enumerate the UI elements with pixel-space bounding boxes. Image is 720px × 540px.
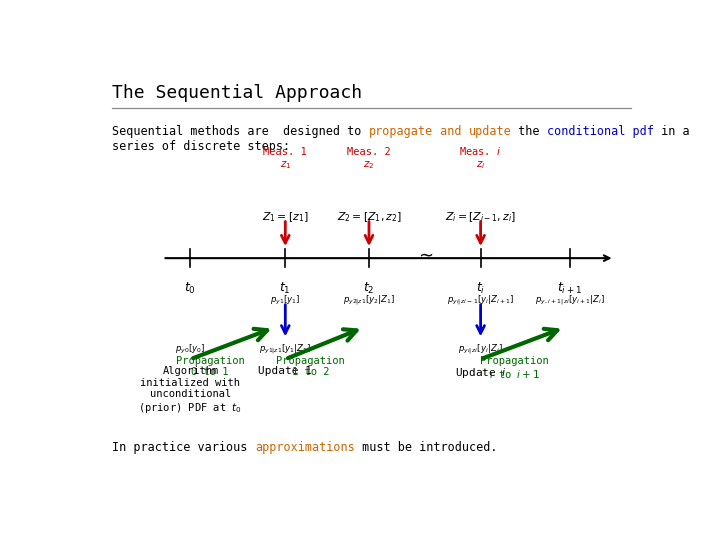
Text: In practice various: In practice various: [112, 441, 255, 454]
Text: $p_{y0}[y_0]$: $p_{y0}[y_0]$: [175, 343, 206, 356]
Text: Meas. 2
$z_2$: Meas. 2 $z_2$: [347, 147, 391, 171]
Text: $t_1$: $t_1$: [279, 281, 291, 296]
Text: and: and: [433, 125, 469, 138]
Text: $t_2$: $t_2$: [364, 281, 374, 296]
Text: Algorithm
initialized with
unconditional
(prior) PDF at $t_0$: Algorithm initialized with unconditional…: [138, 366, 243, 415]
Text: the: the: [511, 125, 547, 138]
Text: must be introduced.: must be introduced.: [354, 441, 497, 454]
Text: Update $i$: Update $i$: [454, 366, 507, 380]
Text: $p_{y1|z1}[y_1|Z_1]$: $p_{y1|z1}[y_1|Z_1]$: [259, 343, 312, 357]
Text: Meas. 1
$z_1$: Meas. 1 $z_1$: [264, 147, 307, 171]
Text: propagate: propagate: [369, 125, 433, 138]
Text: $p_{y,i+1|\,zi}[y_{i+1}|Z_i]$: $p_{y,i+1|\,zi}[y_{i+1}|Z_i]$: [535, 294, 605, 308]
Text: update: update: [469, 125, 511, 138]
Text: Update 1: Update 1: [258, 366, 312, 376]
Text: conditional pdf: conditional pdf: [547, 125, 654, 138]
Text: Propagation
$i$ to $i+1$: Propagation $i$ to $i+1$: [480, 356, 549, 380]
Text: $Z_2 = [Z_1, z_2]$: $Z_2 = [Z_1, z_2]$: [336, 210, 402, 224]
Text: Meas. $i$
$z_i$: Meas. $i$ $z_i$: [459, 145, 502, 171]
Text: $p_{y2|z1}[y_2|Z_1]$: $p_{y2|z1}[y_2|Z_1]$: [343, 294, 395, 308]
Text: series of discrete steps:: series of discrete steps:: [112, 140, 290, 153]
Text: $p_{yi|\,zi}[y_i|Z_i]$: $p_{yi|\,zi}[y_i|Z_i]$: [458, 343, 503, 357]
Text: $p_{y1}[y_1]$: $p_{y1}[y_1]$: [270, 294, 300, 307]
Text: $t_i$: $t_i$: [476, 281, 485, 296]
Text: in a: in a: [654, 125, 690, 138]
Text: $t_{i+1}$: $t_{i+1}$: [557, 281, 582, 296]
Text: approximations: approximations: [255, 441, 354, 454]
Text: $p_{yi|\,zi-1}[y_i|Z_{i+1}]$: $p_{yi|\,zi-1}[y_i|Z_{i+1}]$: [447, 294, 514, 308]
Text: $\sim$: $\sim$: [415, 246, 434, 264]
Text: Sequential methods are  designed to: Sequential methods are designed to: [112, 125, 369, 138]
Text: $t_0$: $t_0$: [184, 281, 197, 296]
Text: The Sequential Approach: The Sequential Approach: [112, 84, 362, 102]
Text: $Z_i = [Z_{i-1}, z_i]$: $Z_i = [Z_{i-1}, z_i]$: [445, 210, 516, 224]
Text: Propagation
0 to 1: Propagation 0 to 1: [176, 356, 244, 377]
Text: Propagation
1 to 2: Propagation 1 to 2: [276, 356, 345, 377]
Text: $Z_1 = [z_1]$: $Z_1 = [z_1]$: [262, 210, 309, 224]
